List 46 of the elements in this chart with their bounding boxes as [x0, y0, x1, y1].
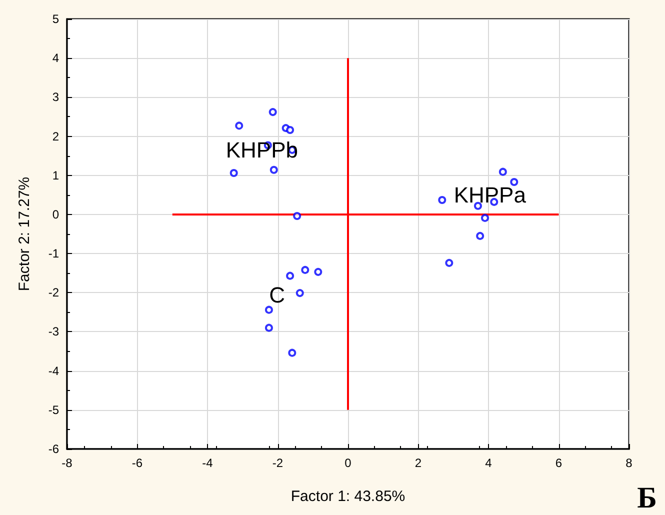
x-tick-label: 2: [414, 456, 422, 470]
x-axis-title: Factor 1: 43.85%: [290, 488, 406, 505]
point: [235, 122, 244, 130]
y-tick-label: -6: [48, 442, 60, 456]
x-tick-label: 8: [626, 456, 633, 470]
x-tick-label: 6: [555, 456, 562, 470]
point: [476, 232, 484, 240]
point: [270, 166, 278, 174]
point: [510, 178, 518, 186]
x-tick-label: 0: [344, 456, 352, 470]
x-tick-label: -4: [202, 456, 214, 470]
y-tick-label: 1: [52, 168, 60, 182]
point: [498, 168, 507, 176]
point: [438, 196, 446, 204]
point: [230, 169, 238, 178]
y-tick-label: -5: [48, 402, 60, 417]
x-tick-label: -8: [62, 456, 73, 470]
annotation: C: [269, 282, 286, 308]
y-tick-label: 3: [52, 90, 60, 104]
point: [286, 272, 294, 280]
point: [264, 306, 273, 314]
point: [480, 214, 489, 222]
y-tick-label: -3: [48, 324, 60, 339]
point: [288, 348, 296, 357]
y-tick-label: 5: [52, 12, 60, 26]
y-tick-label: -2: [48, 286, 60, 300]
annotation: KHPPb: [226, 137, 298, 162]
point: [293, 212, 302, 220]
annotation: KHPPa: [454, 182, 527, 208]
point: [264, 324, 273, 332]
y-tick-label: -1: [48, 246, 60, 261]
point: [286, 126, 294, 134]
point: [268, 108, 277, 116]
y-axis-title: Factor 2: 17.27%: [16, 176, 33, 292]
text: Б: [637, 482, 658, 514]
point: [296, 289, 304, 298]
x-tick-label: -2: [272, 456, 284, 470]
point: [301, 266, 310, 274]
x-tick-label: -6: [132, 456, 143, 470]
point: [445, 258, 454, 267]
x-tick-label: 4: [485, 456, 492, 470]
y-tick-label: 4: [52, 51, 60, 66]
point: [314, 268, 322, 276]
y-tick-label: 2: [52, 129, 60, 144]
y-tick-label: 0: [52, 207, 60, 222]
y-tick-label: -4: [48, 364, 60, 378]
